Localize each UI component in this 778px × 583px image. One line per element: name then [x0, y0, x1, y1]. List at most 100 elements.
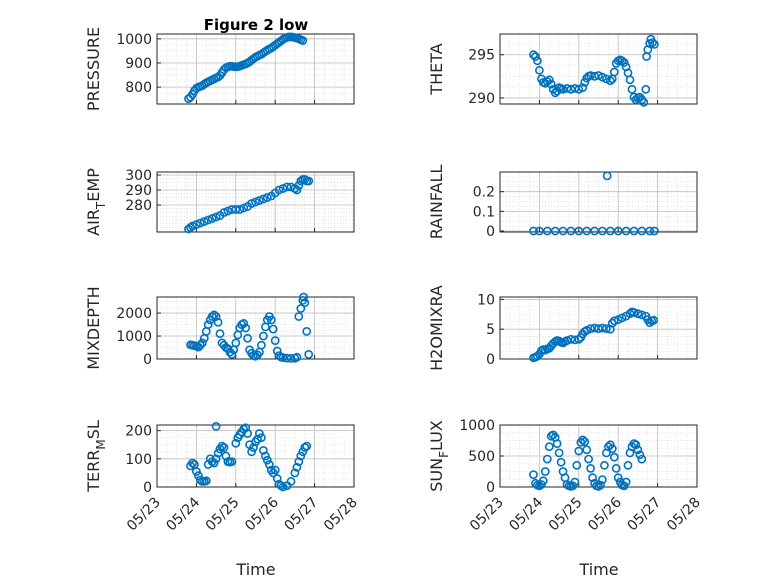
data-point [292, 352, 302, 362]
y-tick-label: 500 [468, 449, 495, 465]
subplot-terr-msl: 0 100 200 TERRMSL 05/23 05/24 05/25 05/26 05/27 0… [84, 420, 361, 534]
data-point [598, 323, 607, 333]
data-point [260, 451, 270, 461]
series-points [186, 421, 312, 492]
y-tick-label: 800 [125, 80, 152, 96]
data-point [247, 447, 256, 457]
x-tick-label: 05/24 [163, 494, 203, 534]
series-points [184, 175, 314, 234]
data-point [207, 214, 217, 223]
data-point [239, 203, 249, 213]
y-axis-label: AIRTEMP [84, 168, 108, 236]
data-point [609, 316, 619, 326]
axes-box [499, 424, 698, 488]
data-point [629, 308, 639, 317]
data-point [529, 50, 538, 60]
x-tick-label: 05/26 [585, 494, 625, 534]
y-tick-label: 0 [486, 224, 495, 240]
subplot-sun-flux: 0 500 1000 SUNFLUX 05/23 05/24 05/25 05/26 05/27… [427, 418, 704, 534]
y-axis-label: H2OMIXRA [427, 285, 446, 371]
data-point [574, 446, 584, 456]
y-tick-label: 2000 [116, 306, 152, 322]
data-point [290, 468, 300, 478]
data-point [209, 458, 219, 468]
data-point [631, 440, 641, 450]
data-point [188, 221, 197, 231]
data-point [258, 194, 268, 204]
data-point [650, 40, 659, 49]
data-point [199, 217, 209, 226]
data-point [609, 67, 619, 77]
x-tick-label: 05/25 [203, 495, 243, 535]
data-point [580, 437, 590, 447]
series-points [186, 292, 314, 363]
data-point [223, 206, 233, 216]
data-point [600, 460, 609, 470]
data-point [211, 454, 221, 464]
data-point [278, 482, 288, 492]
data-point [570, 477, 580, 487]
plot-area [500, 34, 697, 104]
x-tick-label: 05/28 [664, 495, 704, 535]
data-point [247, 199, 256, 208]
y-axis-label: RAINFALL [427, 165, 446, 240]
data-point [266, 315, 276, 325]
data-point [274, 185, 284, 195]
y-axis-label: SUNFLUX [427, 420, 451, 492]
data-point [241, 323, 251, 333]
y-axis-label: PRESSURE [84, 27, 103, 111]
data-point [617, 56, 627, 66]
data-point [648, 38, 657, 47]
data-point [254, 196, 264, 205]
data-point [188, 458, 197, 468]
data-point [268, 324, 278, 334]
data-point [272, 346, 282, 356]
data-point [262, 193, 272, 202]
data-point [296, 451, 306, 461]
y-tick-label: 290 [125, 183, 152, 199]
data-point [533, 56, 542, 66]
y-tick-label: 290 [468, 91, 495, 107]
data-point [253, 434, 262, 444]
y-axis-label: MIXDEPTH [84, 286, 103, 369]
axes-box [499, 33, 698, 105]
data-point [641, 84, 651, 94]
y-tick-label: 0 [486, 352, 495, 368]
y-tick-label: 280 [125, 198, 152, 214]
data-point [262, 455, 272, 465]
data-point [294, 312, 304, 321]
subplot-rainfall: 0 0.1 0.2 RAINFALL [427, 165, 698, 240]
data-point [258, 445, 268, 455]
data-point [633, 445, 643, 455]
plot-area [157, 34, 354, 104]
subplot-h2omixra: 0 5 10 H2OMIXRA [427, 285, 698, 371]
y-axis-label: TERRMSL [84, 420, 108, 493]
data-point [241, 423, 251, 433]
y-tick-label: 295 [468, 48, 495, 64]
y-tick-label: 200 [125, 424, 152, 440]
x-tick-label: 05/23 [124, 495, 164, 535]
data-point [286, 476, 296, 486]
x-tick-label: 05/26 [242, 494, 282, 534]
y-tick-label: 1000 [116, 32, 152, 48]
data-point [296, 304, 306, 313]
data-point [227, 457, 237, 466]
axes-box [156, 33, 355, 105]
data-point [249, 443, 258, 452]
data-point [544, 75, 554, 85]
series-points [529, 34, 659, 107]
data-point [637, 454, 647, 464]
y-tick-label: 900 [125, 56, 152, 72]
data-point [231, 338, 241, 348]
subplot-pressure: 800 900 1000 PRESSURE [84, 27, 355, 111]
data-point [254, 429, 264, 438]
data-point [639, 97, 649, 107]
data-point [572, 460, 582, 470]
data-point [195, 340, 205, 350]
data-point [239, 318, 249, 328]
data-point [203, 320, 213, 329]
data-point [627, 84, 637, 94]
data-point [302, 326, 312, 336]
data-point [556, 457, 566, 467]
